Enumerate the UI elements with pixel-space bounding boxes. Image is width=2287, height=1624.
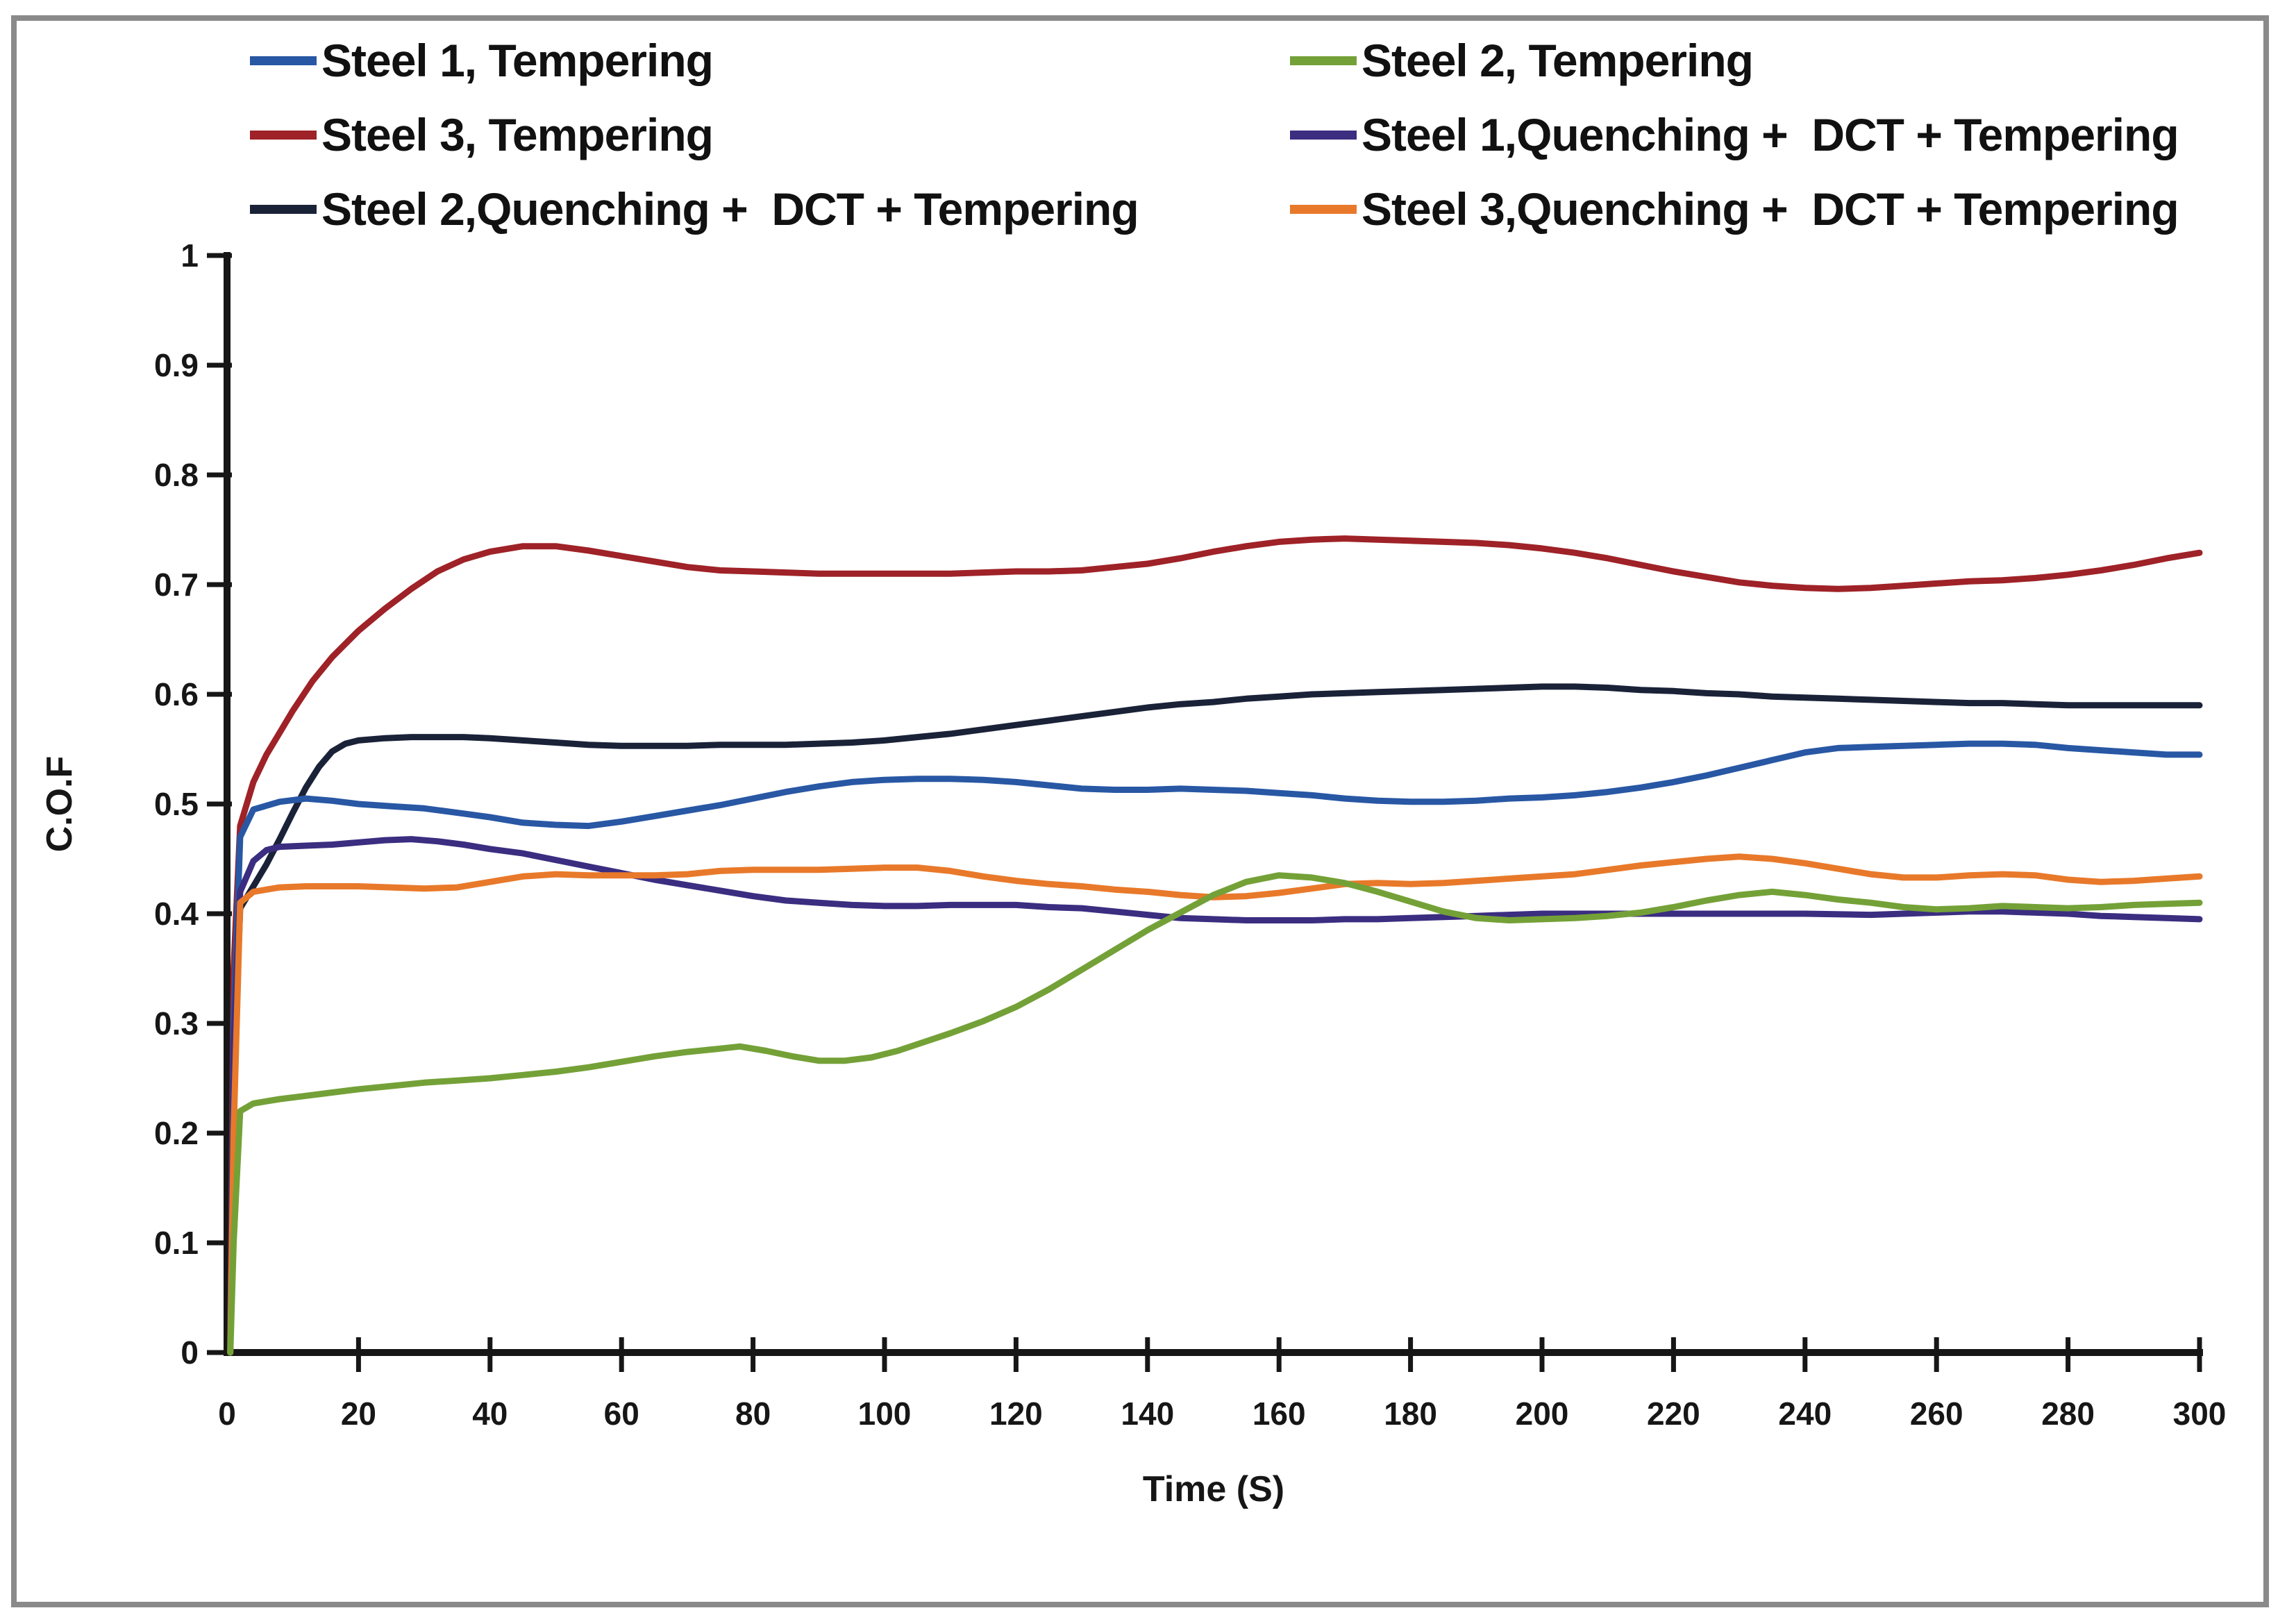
x-tick-label: 60: [604, 1396, 639, 1432]
legend-label: Steel 3, Tempering: [321, 109, 714, 160]
x-tick-label: 20: [341, 1396, 376, 1432]
legend-item-steel3-quench-dct-tempering: Steel 3,Quenching + DCT + Tempering: [1290, 172, 2179, 246]
x-tick-label: 260: [1910, 1396, 1963, 1432]
x-tick-label: 200: [1516, 1396, 1569, 1432]
y-tick-label: 0.6: [154, 676, 199, 712]
series-line-steel-3-quenching-dct-tempering: [227, 853, 2203, 1356]
x-tick-label: 120: [989, 1396, 1043, 1432]
y-tick-label: 0.5: [154, 786, 199, 822]
legend-item-steel2-quench-dct-tempering: Steel 2,Quenching + DCT + Tempering: [250, 172, 1139, 246]
legend-line-swatch: [250, 56, 317, 65]
series-line-steel-1-tempering: [227, 740, 2203, 1356]
y-tick-label: 0.4: [154, 896, 199, 932]
legend-line-swatch: [1290, 130, 1357, 140]
x-tick-label: 40: [472, 1396, 508, 1432]
legend-line-swatch: [250, 204, 317, 214]
legend-item-steel1-quench-dct-tempering: Steel 1,Quenching + DCT + Tempering: [1290, 98, 2179, 171]
legend-line-swatch: [250, 130, 317, 140]
legend-line-swatch: [1290, 204, 1357, 214]
legend-label: Steel 1,Quenching + DCT + Tempering: [1362, 109, 2179, 160]
y-tick-label: 0.7: [154, 567, 199, 603]
series-layer: [227, 535, 2203, 1356]
legend-label: Steel 1, Tempering: [321, 35, 714, 86]
legend-item-steel1-tempering: Steel 1, Tempering: [250, 24, 714, 97]
x-tick-label: 100: [858, 1396, 912, 1432]
y-tick-label: 0.8: [154, 457, 199, 493]
x-tick-label: 140: [1121, 1396, 1174, 1432]
x-tick-label: 220: [1647, 1396, 1700, 1432]
axes-layer: 0 0.1 0.2 0.3 0.4 0.5 0.6 0.7 0.8 0.9 1 0 20 40 60 80 10…: [154, 237, 2226, 1432]
legend-line-swatch: [1290, 56, 1357, 65]
y-tick-label: 0.9: [154, 347, 199, 383]
x-tick-label: 180: [1384, 1396, 1437, 1432]
legend-label: Steel 2, Tempering: [1362, 35, 1754, 86]
x-tick-label: 0: [218, 1396, 236, 1432]
y-tick-label: 0.1: [154, 1225, 199, 1261]
x-axis-title: Time (S): [1143, 1469, 1284, 1509]
x-tick-label: 160: [1253, 1396, 1306, 1432]
x-tick-label: 280: [2041, 1396, 2095, 1432]
legend-item-steel2-tempering: Steel 2, Tempering: [1290, 24, 1754, 97]
x-tick-label: 240: [1778, 1396, 1832, 1432]
y-tick-label: 0: [181, 1334, 199, 1371]
series-line-steel-2-quenching-dct-tempering: [227, 683, 2203, 1356]
y-tick-label: 0.3: [154, 1005, 199, 1041]
x-tick-label: 80: [735, 1396, 771, 1432]
series-line-steel-1-quenching-dct-tempering: [227, 836, 2203, 1356]
series-line-steel-2-tempering: [227, 872, 2203, 1356]
legend-label: Steel 2,Quenching + DCT + Tempering: [321, 183, 1139, 235]
y-tick-label: 0.2: [154, 1115, 199, 1151]
y-axis-title: C.O.F: [40, 756, 80, 853]
y-tick-label: 1: [181, 237, 199, 274]
x-tick-label: 300: [2173, 1396, 2227, 1432]
legend-item-steel3-tempering: Steel 3, Tempering: [250, 98, 714, 171]
series-line-steel-3-tempering: [227, 535, 2203, 1356]
legend-label: Steel 3,Quenching + DCT + Tempering: [1362, 183, 2179, 235]
